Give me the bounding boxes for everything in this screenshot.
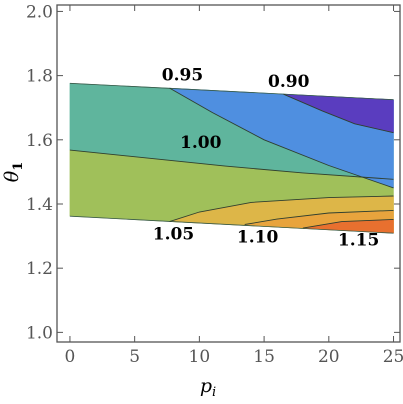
x-tick-label: 25: [383, 347, 403, 367]
contour-line-1.05: [169, 195, 394, 223]
domain-edge-top: [69, 82, 394, 101]
contour-regions: [69, 83, 394, 234]
y-tick-label: 1.2: [26, 259, 53, 279]
contour-line-1.00: [69, 149, 394, 180]
contour-label: 1.00: [180, 133, 222, 153]
x-tick-label: 5: [129, 347, 140, 367]
contour-labels: 0.95 0.90 1.00 1.05 1.10 1.15: [153, 65, 380, 250]
x-tick-label: 15: [253, 347, 275, 367]
x-tick-label: 0: [65, 347, 76, 367]
x-axis-title: pi: [200, 375, 216, 400]
plot-frame: [56, 4, 401, 343]
contour-label: 0.95: [162, 65, 203, 85]
contour-line-1.10: [244, 209, 394, 225]
contour-line-0.90: [283, 93, 394, 134]
y-tick-label: 1.8: [26, 67, 53, 87]
contour-label: 0.90: [268, 72, 310, 92]
contour-label: 1.15: [338, 231, 379, 251]
contour-label: 1.05: [153, 224, 194, 244]
y-axis-ticks: 1.0 1.2 1.4 1.6 1.8 2.0: [26, 2, 400, 343]
contour-lines: [69, 82, 394, 234]
y-tick-label: 1.6: [26, 131, 53, 151]
x-axis-ticks: 0 5 10 15 20 25: [65, 5, 403, 367]
contour-line-0.95: [169, 87, 394, 189]
y-axis-title: θ1: [1, 162, 26, 183]
y-tick-label: 2.0: [26, 2, 53, 22]
y-tick-label: 1.4: [26, 195, 53, 215]
y-tick-label: 1.0: [26, 323, 53, 343]
x-tick-label: 20: [318, 347, 340, 367]
contour-label: 1.10: [237, 228, 279, 248]
x-tick-label: 10: [189, 347, 211, 367]
domain-edge-bottom: [69, 215, 394, 234]
contour-line-1.15: [302, 218, 394, 229]
